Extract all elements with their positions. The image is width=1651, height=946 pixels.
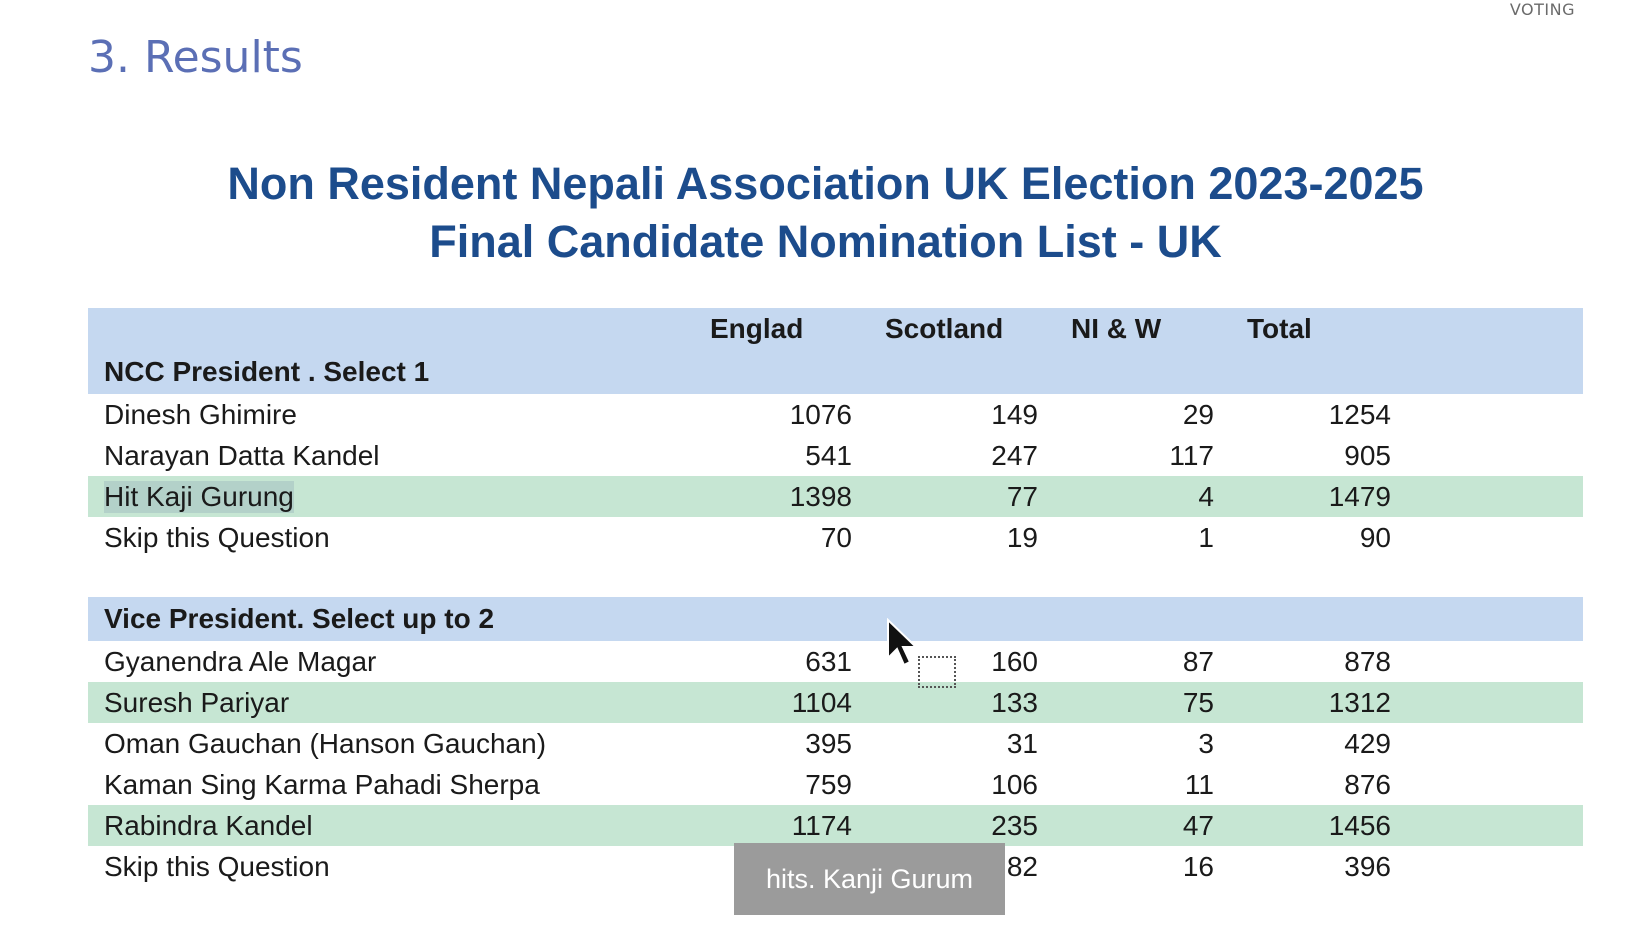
scotland-votes: 77 bbox=[1006, 480, 1038, 512]
candidate-name: Skip this Question bbox=[104, 521, 330, 553]
total-votes: 876 bbox=[1344, 768, 1391, 800]
ni-w-votes: 117 bbox=[1169, 439, 1214, 471]
ni-w-votes: 47 bbox=[1182, 809, 1214, 841]
scotland-votes: 235 bbox=[991, 809, 1038, 841]
scotland-votes: 133 bbox=[991, 686, 1038, 718]
total-votes: 905 bbox=[1344, 439, 1391, 471]
scotland-votes: 149 bbox=[991, 398, 1038, 430]
category-heading: Vice President. Select up to 2 bbox=[104, 603, 495, 634]
englad-votes: 541 bbox=[805, 439, 852, 471]
ni-w-votes: 75 bbox=[1182, 686, 1214, 718]
ni-w-votes: 16 bbox=[1182, 850, 1214, 882]
candidate-name: Suresh Pariyar bbox=[104, 686, 290, 718]
document-title: Non Resident Nepali Association UK Elect… bbox=[0, 155, 1651, 271]
candidate-name: Gyanendra Ale Magar bbox=[104, 645, 377, 677]
candidate-name: Rabindra Kandel bbox=[104, 809, 313, 841]
englad-votes: 1076 bbox=[789, 398, 852, 430]
scotland-votes: 19 bbox=[1006, 521, 1038, 553]
candidate-name: Kaman Sing Karma Pahadi Sherpa bbox=[104, 768, 540, 800]
total-votes: 1479 bbox=[1328, 480, 1391, 512]
englad-votes: 395 bbox=[805, 727, 852, 759]
englad-votes: 70 bbox=[820, 521, 852, 553]
ni-w-votes: 3 bbox=[1198, 727, 1214, 759]
scotland-votes: 247 bbox=[991, 439, 1038, 471]
total-votes: 90 bbox=[1359, 521, 1391, 553]
ni-w-votes: 87 bbox=[1182, 645, 1214, 677]
englad-votes: 759 bbox=[805, 768, 852, 800]
scotland-votes: 106 bbox=[991, 768, 1038, 800]
table-row: Gyanendra Ale Magar 631 160 87 878 bbox=[88, 641, 1583, 682]
ni-w-votes: 11 bbox=[1184, 768, 1214, 800]
table-row: Dinesh Ghimire 1076 149 29 1254 bbox=[88, 394, 1583, 435]
table-row-winner: Hit Kaji Gurung 1398 77 4 1479 bbox=[88, 476, 1583, 517]
column-header-ni-w: NI & W bbox=[1071, 313, 1162, 344]
table-row: Skip this Question 70 19 1 90 bbox=[88, 517, 1583, 558]
results-table-vice-president: Vice President. Select up to 2 Gyanendra… bbox=[88, 597, 1583, 887]
caption-overlay: hits. Kanji Gurum bbox=[734, 843, 1005, 915]
candidate-name: Skip this Question bbox=[104, 850, 330, 882]
total-votes: 1254 bbox=[1328, 398, 1391, 430]
candidate-name: Oman Gauchan (Hanson Gauchan) bbox=[104, 727, 547, 759]
candidate-name-selected[interactable]: Hit Kaji Gurung bbox=[104, 480, 294, 513]
ni-w-votes: 29 bbox=[1182, 398, 1214, 430]
column-header-scotland: Scotland bbox=[885, 313, 1004, 344]
englad-votes: 1398 bbox=[789, 480, 852, 512]
scotland-votes: 31 bbox=[1006, 727, 1038, 759]
total-votes: 429 bbox=[1344, 727, 1391, 759]
ni-w-votes: 1 bbox=[1198, 521, 1214, 553]
ni-w-votes: 4 bbox=[1198, 480, 1214, 512]
table-row-winner: Suresh Pariyar 1104 133 75 1312 bbox=[88, 682, 1583, 723]
englad-votes: 1174 bbox=[791, 809, 852, 841]
category-heading-row: Vice President. Select up to 2 bbox=[88, 597, 1583, 641]
total-votes: 878 bbox=[1344, 645, 1391, 677]
total-votes: 396 bbox=[1344, 850, 1391, 882]
selection-marquee bbox=[918, 656, 956, 688]
total-votes: 1312 bbox=[1328, 686, 1391, 718]
title-line-2: Final Candidate Nomination List - UK bbox=[429, 216, 1222, 267]
results-table-ncc-president: Englad Scotland NI & W Total NCC Preside… bbox=[88, 308, 1583, 558]
table-row: Kaman Sing Karma Pahadi Sherpa 759 106 1… bbox=[88, 764, 1583, 805]
column-header-englad: Englad bbox=[710, 313, 804, 344]
title-line-1: Non Resident Nepali Association UK Elect… bbox=[227, 158, 1424, 209]
table-row-winner: Rabindra Kandel 1174 235 47 1456 bbox=[88, 805, 1583, 846]
total-votes: 1456 bbox=[1328, 809, 1391, 841]
englad-votes: 631 bbox=[805, 645, 852, 677]
candidate-name: Dinesh Ghimire bbox=[104, 398, 297, 430]
scotland-votes: 82 bbox=[1006, 850, 1038, 882]
category-heading-row: NCC President . Select 1 bbox=[88, 350, 1583, 394]
table-row: Oman Gauchan (Hanson Gauchan) 395 31 3 4… bbox=[88, 723, 1583, 764]
table-row: Narayan Datta Kandel 541 247 117 905 bbox=[88, 435, 1583, 476]
column-header-total: Total bbox=[1247, 313, 1312, 344]
mouse-pointer-icon bbox=[887, 618, 919, 667]
brand-label: VOTING bbox=[1509, 0, 1575, 19]
scotland-votes: 160 bbox=[991, 645, 1038, 677]
column-header-row: Englad Scotland NI & W Total bbox=[88, 308, 1583, 350]
section-title: 3. Results bbox=[88, 32, 303, 83]
candidate-name: Narayan Datta Kandel bbox=[104, 439, 380, 471]
category-heading: NCC President . Select 1 bbox=[104, 356, 430, 387]
englad-votes: 1104 bbox=[791, 686, 852, 718]
